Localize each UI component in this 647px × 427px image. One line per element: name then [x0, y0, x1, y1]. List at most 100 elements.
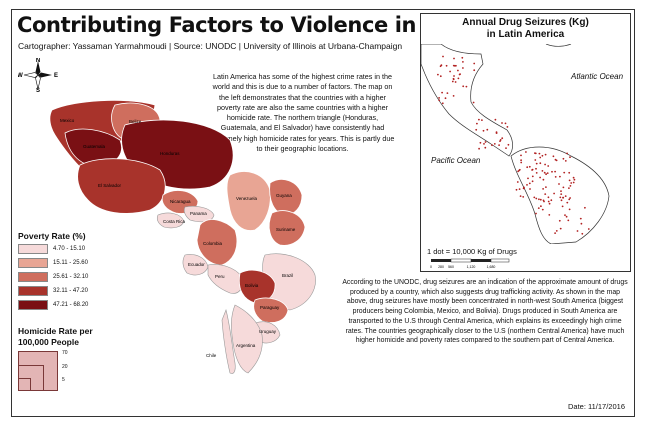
dot-legend: 1 dot = 10,000 Kg of Drugs — [427, 247, 517, 256]
seizure-dot — [473, 62, 476, 65]
label-bolivia: Bolivia — [245, 283, 259, 288]
seizure-dot — [560, 193, 563, 196]
seizure-dot — [551, 170, 553, 173]
seizure-dot — [547, 165, 550, 167]
seizure-dot — [476, 122, 478, 125]
seizure-dot — [540, 205, 542, 208]
seizure-dot — [486, 128, 489, 131]
seizure-dot — [539, 162, 542, 165]
seizure-dot — [538, 198, 540, 201]
seizure-dot — [534, 152, 537, 155]
seizure-dot — [531, 175, 534, 178]
seizure-dot — [453, 57, 455, 60]
poverty-legend-row: 4.70 - 15.10 — [18, 244, 85, 254]
map-date: Date: 11/17/2016 — [568, 402, 625, 411]
seizure-dot — [544, 163, 546, 166]
label-argentina: Argentina — [236, 343, 256, 348]
seizure-dot — [439, 75, 442, 78]
seizure-dot — [529, 188, 531, 190]
inset-title-line2: in Latin America — [486, 29, 565, 40]
seizure-dot — [558, 219, 561, 222]
seizure-dot — [516, 181, 519, 183]
seizure-dot — [498, 144, 500, 146]
seizure-dot — [495, 132, 498, 134]
country-guyana — [269, 179, 303, 216]
label-el-salvador: El Salvador — [98, 183, 122, 188]
label-pacific-ocean: Pacific Ocean — [431, 156, 481, 165]
seizure-dot — [438, 97, 440, 99]
seizure-dot — [547, 196, 550, 199]
label-ecuador: Ecuador — [188, 262, 205, 267]
seizure-dot — [478, 118, 480, 121]
label-peru: Peru — [215, 274, 225, 279]
seizure-dot — [562, 186, 565, 189]
seizure-dot — [570, 182, 573, 184]
seizure-dot — [519, 195, 522, 198]
cartogram-map: Mexico Belize Guatemala Honduras El Salv… — [49, 100, 316, 374]
seizure-dot — [527, 177, 529, 180]
poverty-legend-row: 15.11 - 25.60 — [18, 258, 88, 268]
homicide-value-medium: 20 — [62, 364, 68, 370]
seizure-dot — [522, 196, 525, 198]
seizure-dot — [544, 153, 547, 156]
seizure-dot — [569, 156, 571, 159]
compass-e: E — [54, 73, 58, 79]
seizure-dot — [572, 181, 575, 184]
homicide-legend-title: Homicide Rate per 100,000 People — [18, 326, 93, 347]
seizure-dot — [475, 128, 478, 131]
seizure-dot — [441, 91, 443, 94]
seizure-dot — [548, 214, 551, 216]
seizure-dot — [446, 92, 449, 94]
intro-paragraph: Latin America has some of the highest cr… — [210, 72, 395, 154]
seizure-dot — [537, 207, 540, 210]
seizure-dot — [515, 188, 518, 191]
seizure-dot — [547, 200, 550, 203]
poverty-legend-row: 25.61 - 32.10 — [18, 272, 88, 282]
seizure-dot — [526, 166, 529, 169]
seizure-dot — [528, 182, 531, 185]
seizure-dot — [462, 85, 465, 88]
seizure-dot — [567, 219, 570, 222]
seizure-dot — [539, 198, 542, 201]
seizure-dot — [531, 180, 534, 183]
seizure-dot — [501, 122, 503, 124]
seizure-dot — [587, 228, 590, 230]
compass-w: W — [18, 73, 23, 79]
seizure-dot — [538, 152, 541, 155]
label-suriname: Suriname — [276, 227, 296, 232]
seizure-dot — [507, 143, 510, 146]
seizure-dot — [572, 176, 575, 179]
seizure-dot — [542, 188, 544, 190]
seizure-dot — [504, 122, 507, 125]
seizure-dot — [528, 165, 531, 168]
seizure-dot — [457, 77, 460, 80]
scale-bar: 0 280 560 1,120 1,680 — [430, 258, 510, 269]
seizure-dot — [564, 214, 566, 217]
country-peru — [207, 264, 243, 294]
seizure-dot — [453, 75, 455, 77]
seizure-dot — [563, 171, 566, 174]
seizure-dot — [561, 205, 564, 208]
label-mexico: Mexico — [60, 118, 75, 123]
inset-map — [421, 44, 610, 244]
seizure-dot — [559, 175, 561, 178]
seizure-dot — [569, 185, 572, 187]
seizure-dot — [545, 173, 547, 176]
homicide-value-large: 70 — [62, 350, 68, 356]
seizure-dot — [505, 147, 507, 149]
legend-swatch — [18, 258, 48, 268]
legend-swatch — [18, 286, 48, 296]
inset-south-america — [510, 146, 610, 244]
seizure-dot — [544, 193, 547, 196]
seizure-dot — [542, 178, 545, 181]
seizure-dot — [444, 97, 447, 100]
seizure-dot — [472, 101, 475, 104]
homicide-value-small: 5 — [62, 377, 65, 383]
label-chile: Chile — [206, 353, 217, 358]
seizure-dot — [541, 154, 544, 157]
seizure-dots — [437, 55, 590, 235]
seizure-dot — [554, 232, 556, 235]
seizure-dot — [520, 161, 523, 164]
seizure-dot — [461, 56, 464, 59]
inset-title-line1: Annual Drug Seizures (Kg) — [462, 17, 589, 28]
